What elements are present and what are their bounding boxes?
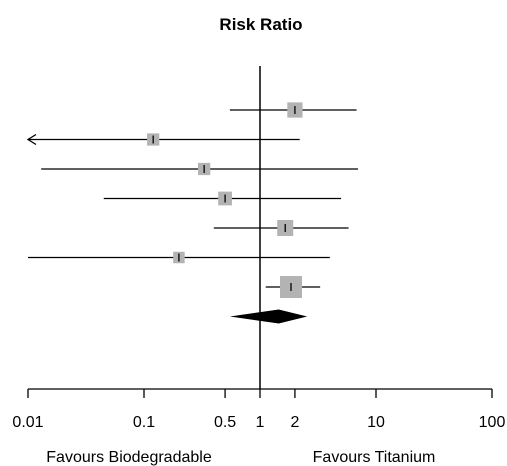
study-row <box>41 162 359 176</box>
pooled-diamond <box>229 309 308 324</box>
x-tick-label: 10 <box>367 414 385 431</box>
chart-title: Risk Ratio <box>219 15 302 34</box>
study-row <box>26 133 300 146</box>
study-row <box>103 191 342 206</box>
ci-arrow-left <box>26 133 37 146</box>
study-row <box>229 102 357 118</box>
pooled-estimate-group <box>229 309 308 324</box>
study-rows <box>26 102 359 298</box>
x-tick-label: 2 <box>290 414 299 431</box>
favours-left-label: Favours Biodegradable <box>46 449 212 466</box>
study-row <box>28 251 330 264</box>
x-tick-label: 0.01 <box>12 414 43 431</box>
x-axis: 0.01 0.1 0.5 1 2 10 100 <box>12 388 506 431</box>
x-tick-label: 0.5 <box>214 414 236 431</box>
x-tick-label: 0.1 <box>133 414 155 431</box>
study-row <box>213 220 349 236</box>
x-tick-label: 1 <box>256 414 265 431</box>
x-tick-label: 100 <box>479 414 506 431</box>
study-row <box>265 276 321 298</box>
favours-right-label: Favours Titanium <box>313 449 436 466</box>
